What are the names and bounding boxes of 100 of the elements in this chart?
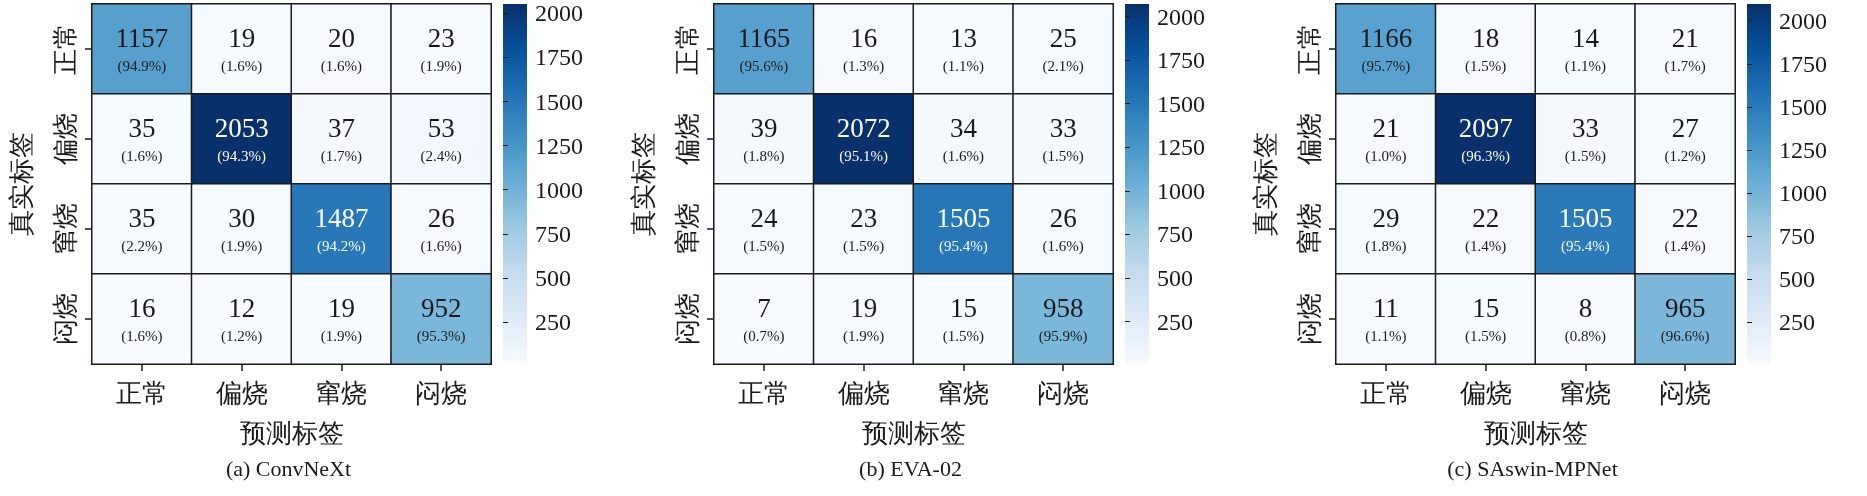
data-label: 23 (1.9%) [420, 23, 462, 75]
data-label: 1505 (95.4%) [1558, 203, 1613, 255]
color-bar-label: 500 [1779, 266, 1815, 293]
color-bar-label: 1250 [535, 132, 583, 159]
y-tick-label: 窜烧 [1294, 203, 1324, 255]
color-bar-label: 750 [535, 220, 571, 247]
data-label: 25 (2.1%) [1042, 23, 1084, 75]
x-tick-label: 窜烧 [937, 378, 990, 408]
y-axis-title: 真实标签 [6, 132, 36, 236]
y-tick-label: 偏烧 [50, 113, 80, 165]
data-label: 12 (1.2%) [221, 293, 263, 345]
x-tick-label: 闷烧 [415, 378, 468, 408]
text: (a) ConvNeXt [225, 455, 352, 481]
data-label: 35 (1.6%) [121, 113, 163, 165]
y-tick-label: 正常 [672, 23, 702, 75]
color-bar-label: 2000 [1157, 3, 1205, 30]
data-label: 21 (1.0%) [1365, 113, 1407, 165]
data-label: 20 (1.6%) [320, 23, 362, 75]
data-label: 34 (1.6%) [942, 113, 984, 165]
color-bar-label: 250 [535, 309, 571, 336]
data-label: 1157 (94.9%) [115, 23, 169, 75]
x-tick-label: 正常 [115, 378, 168, 408]
data-label: 965 (96.6%) [1660, 293, 1710, 345]
x-axis-title: 预测标签 [1483, 418, 1588, 448]
color-bar-label: 1000 [1779, 180, 1827, 207]
data-label: 15 (1.5%) [1465, 293, 1507, 345]
x-tick-label: 偏烧 [215, 378, 268, 408]
x-tick-label: 闷烧 [1659, 378, 1712, 408]
data-label: 33 (1.5%) [1042, 113, 1084, 165]
color-bar-label: 250 [1779, 309, 1815, 336]
y-tick-label: 偏烧 [672, 113, 702, 165]
color-bar-label: 750 [1779, 223, 1815, 250]
data-label: 27 (1.2%) [1664, 113, 1706, 165]
color-bar-label: 2000 [535, 0, 583, 27]
color-bar-label: 500 [1157, 265, 1193, 292]
data-label: 22 (1.4%) [1465, 203, 1507, 255]
color-bar-label: 1750 [1779, 50, 1827, 77]
y-tick-label: 偏烧 [1294, 113, 1324, 165]
color-bar-label: 1000 [1157, 177, 1205, 204]
x-tick-label: 偏烧 [837, 378, 890, 408]
data-label: 33 (1.5%) [1564, 113, 1606, 165]
color-bar-label: 1500 [1157, 90, 1205, 117]
data-label: 24 (1.5%) [743, 203, 785, 255]
data-label: 18 (1.5%) [1465, 23, 1507, 75]
data-label: 19 (1.6%) [221, 23, 263, 75]
data-label: 952 (95.3%) [416, 293, 466, 345]
data-label: 1505 (95.4%) [936, 203, 991, 255]
color-bar-label: 1500 [535, 88, 583, 115]
x-tick-label: 窜烧 [315, 378, 368, 408]
color-bar-label: 750 [1157, 221, 1193, 248]
data-label: 30 (1.9%) [221, 203, 263, 255]
x-axis-title: 预测标签 [239, 418, 344, 448]
data-label: 23 (1.5%) [843, 203, 885, 255]
color-bar-label: 500 [535, 264, 571, 291]
data-label: 958 (95.9%) [1038, 293, 1088, 345]
data-label: 1165 (95.6%) [737, 23, 791, 75]
data-label: 53 (2.4%) [420, 113, 462, 165]
color-bar-label: 1500 [1779, 93, 1827, 120]
x-axis-title: 预测标签 [861, 418, 966, 448]
color-bar-label: 250 [1157, 308, 1193, 335]
data-label: 16 (1.6%) [121, 293, 163, 345]
data-label: 1166 (95.7%) [1359, 23, 1413, 75]
y-tick-label: 闷烧 [50, 293, 80, 345]
x-tick-label: 窜烧 [1559, 378, 1612, 408]
data-label: 2053 (94.3%) [214, 113, 269, 165]
data-label: 15 (1.5%) [942, 293, 984, 345]
data-label: 26 (1.6%) [420, 203, 462, 255]
data-label: 8 (0.8%) [1564, 293, 1606, 345]
data-label: 29 (1.8%) [1365, 203, 1407, 255]
data-label: 13 (1.1%) [942, 23, 984, 75]
x-tick-label: 正常 [1359, 378, 1412, 408]
data-label: 14 (1.1%) [1564, 23, 1606, 75]
y-tick-label: 闷烧 [1294, 293, 1324, 345]
data-label: 7 (0.7%) [743, 293, 785, 345]
data-label: 22 (1.4%) [1664, 203, 1706, 255]
x-tick-label: 偏烧 [1459, 378, 1512, 408]
text: (c) SAswin-MPNet [1447, 455, 1618, 481]
y-tick-label: 正常 [1294, 23, 1324, 75]
color-bar-label: 1250 [1157, 134, 1205, 161]
y-tick-label: 正常 [50, 23, 80, 75]
data-label: 2097 (96.3%) [1458, 113, 1513, 165]
data-label: 11 (1.1%) [1365, 293, 1407, 345]
data-label: 19 (1.9%) [320, 293, 362, 345]
y-axis-title: 真实标签 [628, 132, 658, 236]
y-tick-label: 闷烧 [672, 293, 702, 345]
data-label: 26 (1.6%) [1042, 203, 1084, 255]
x-tick-label: 闷烧 [1037, 378, 1090, 408]
data-label: 1487 (94.2%) [314, 203, 369, 255]
color-bar-label: 1250 [1779, 136, 1827, 163]
text: (b) EVA-02 [859, 455, 962, 481]
data-label: 21 (1.7%) [1664, 23, 1706, 75]
data-label: 2072 (95.1%) [836, 113, 891, 165]
data-label: 19 (1.9%) [843, 293, 885, 345]
color-bar-label: 2000 [1779, 7, 1827, 34]
y-axis-title: 真实标签 [1250, 132, 1280, 236]
data-label: 35 (2.2%) [121, 203, 163, 255]
x-tick-label: 正常 [737, 378, 790, 408]
y-tick-label: 窜烧 [672, 203, 702, 255]
color-bar-label: 1750 [1157, 47, 1205, 74]
data-label: 37 (1.7%) [320, 113, 362, 165]
